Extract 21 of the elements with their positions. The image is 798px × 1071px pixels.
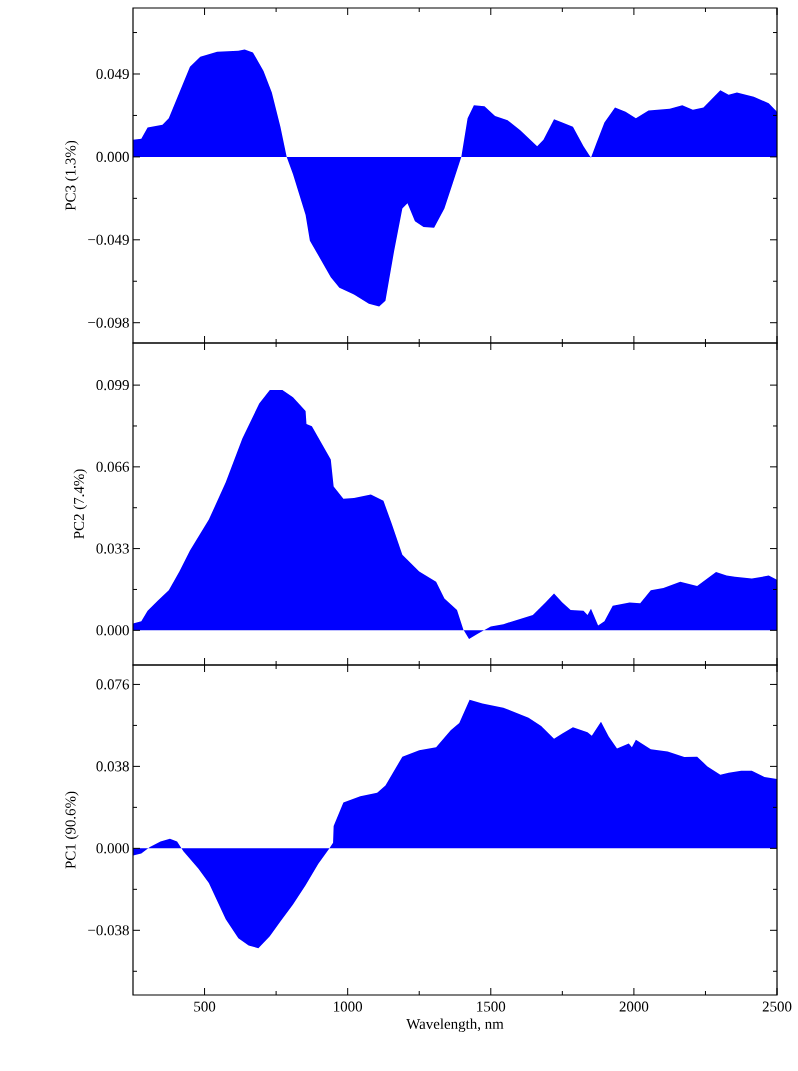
x-tick-label: 1000 xyxy=(334,1001,363,1012)
x-axis-title: Wavelength, nm xyxy=(406,1018,504,1033)
y-tick-label: 0.000 xyxy=(96,843,129,854)
y-tick-label: 0.033 xyxy=(96,543,129,554)
y-tick-label: 0.049 xyxy=(96,68,129,80)
y-tick-label: −0.098 xyxy=(88,317,129,328)
y-tick-label: −0.038 xyxy=(88,925,129,936)
y-tick-label: 0.099 xyxy=(96,380,129,391)
y-tick-label: 0.038 xyxy=(96,761,129,772)
y-axis-title: PC2 (7.4%) xyxy=(73,469,88,539)
y-tick-label: 0.066 xyxy=(96,461,130,472)
x-tick-label: 2000 xyxy=(619,1001,649,1012)
y-axis-title: PC1 (90.6%) xyxy=(65,791,79,869)
y-axis-title: PC3 (1.3%) xyxy=(65,140,79,211)
y-tick-label: −0.049 xyxy=(88,234,129,245)
x-tick-label: 500 xyxy=(194,1001,216,1012)
x-tick-label: 1500 xyxy=(477,1001,506,1012)
y-tick-label: 0.076 xyxy=(96,679,130,690)
y-tick-label: 0.000 xyxy=(96,151,129,162)
x-tick-label: 2500 xyxy=(762,1001,792,1012)
y-tick-label: 0.000 xyxy=(96,625,129,636)
